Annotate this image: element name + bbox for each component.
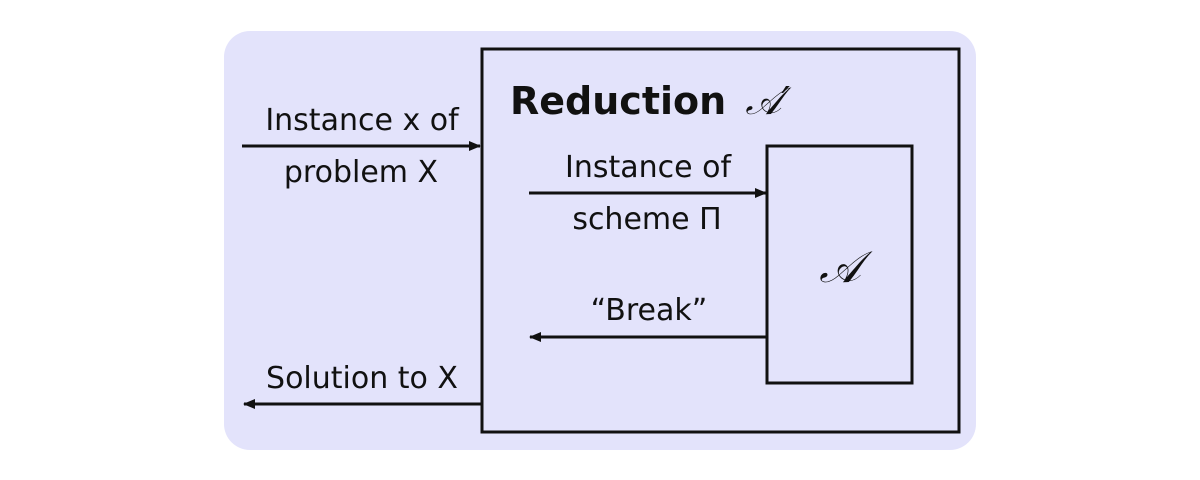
reduction-box	[480, 47, 961, 434]
inner-input-label-line1: Instance of	[564, 150, 732, 185]
reduction-title-text: Reduction	[510, 79, 727, 123]
inner-output-label: “Break”	[590, 293, 708, 328]
background-panel	[224, 31, 976, 450]
outer-input-label-line2: problem X	[283, 155, 439, 190]
reduction-title-symbol: 𝒜′	[745, 79, 790, 123]
adversary-box	[765, 144, 914, 385]
outer-output-label: Solution to X	[266, 361, 458, 396]
reduction-title: Reduction 𝒜′	[510, 82, 790, 120]
outer-input-label-line1: Instance x of	[265, 103, 459, 138]
inner-input-label-line2: scheme Π	[572, 202, 722, 237]
adversary-symbol: 𝒜	[819, 242, 861, 293]
